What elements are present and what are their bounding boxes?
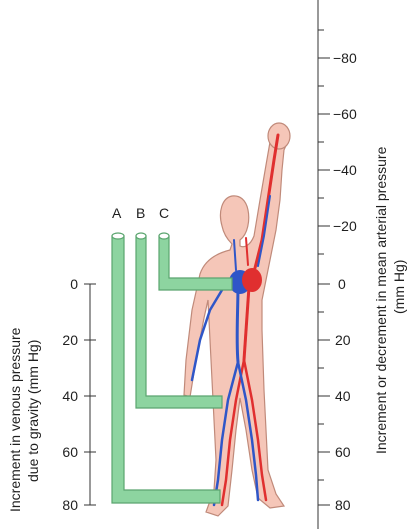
left-axis: [84, 283, 96, 506]
right-tick-label: −60: [333, 106, 357, 122]
left-axis-title-line2: due to gravity (mm Hg): [25, 340, 41, 482]
left-axis-labels: 0 20 40 60 80: [62, 276, 78, 513]
left-tick-label: 40: [62, 388, 78, 404]
right-tick-label: −80: [333, 50, 357, 66]
arm-artery: [253, 133, 280, 270]
tube-c-opening: [158, 232, 170, 240]
right-tick-label: 80: [335, 497, 351, 513]
jugular-vein: [233, 239, 237, 271]
right-axis-title-line1: Increment or decrement in mean arterial …: [373, 146, 389, 454]
carotid-artery: [245, 237, 249, 266]
right-tick-label: 60: [335, 444, 351, 460]
right-axis-title: Increment or decrement in mean arterial …: [373, 146, 407, 454]
leg-vein-right: [236, 360, 260, 502]
left-tick-label: 80: [62, 497, 78, 513]
leg-artery-left: [220, 358, 246, 507]
leg-vein-left: [212, 360, 240, 507]
tube-a-opening: [111, 232, 125, 240]
right-tick-label: 0: [338, 276, 346, 292]
right-axis-labels: −80 −60 −40 −20 0 20 40 60 80: [333, 50, 357, 513]
arm-vein-right: [257, 195, 271, 267]
left-axis-title: Increment in venous pressure due to grav…: [7, 327, 41, 512]
tube-c-label: C: [159, 205, 169, 221]
left-tick-label: 0: [70, 276, 78, 292]
right-axis-title-line2: (mm Hg): [391, 260, 407, 314]
heart-left-side: [242, 268, 262, 292]
tube-a-label: A: [112, 205, 122, 221]
manometer-tubes: [111, 232, 233, 504]
right-tick-label: −20: [333, 218, 357, 234]
leg-artery-right: [242, 358, 268, 502]
tube-b-opening: [135, 232, 147, 240]
left-tick-label: 60: [62, 444, 78, 460]
heart: [229, 268, 262, 294]
right-tick-label: −40: [333, 162, 357, 178]
right-axis: [317, 0, 330, 529]
tube-b-label: B: [136, 205, 145, 221]
left-axis-title-line1: Increment in venous pressure: [7, 327, 23, 512]
tube-labels: A B C: [112, 205, 169, 221]
vena-cava: [235, 283, 240, 364]
right-tick-label: 20: [335, 332, 351, 348]
right-tick-label: 40: [335, 388, 351, 404]
left-tick-label: 20: [62, 332, 78, 348]
